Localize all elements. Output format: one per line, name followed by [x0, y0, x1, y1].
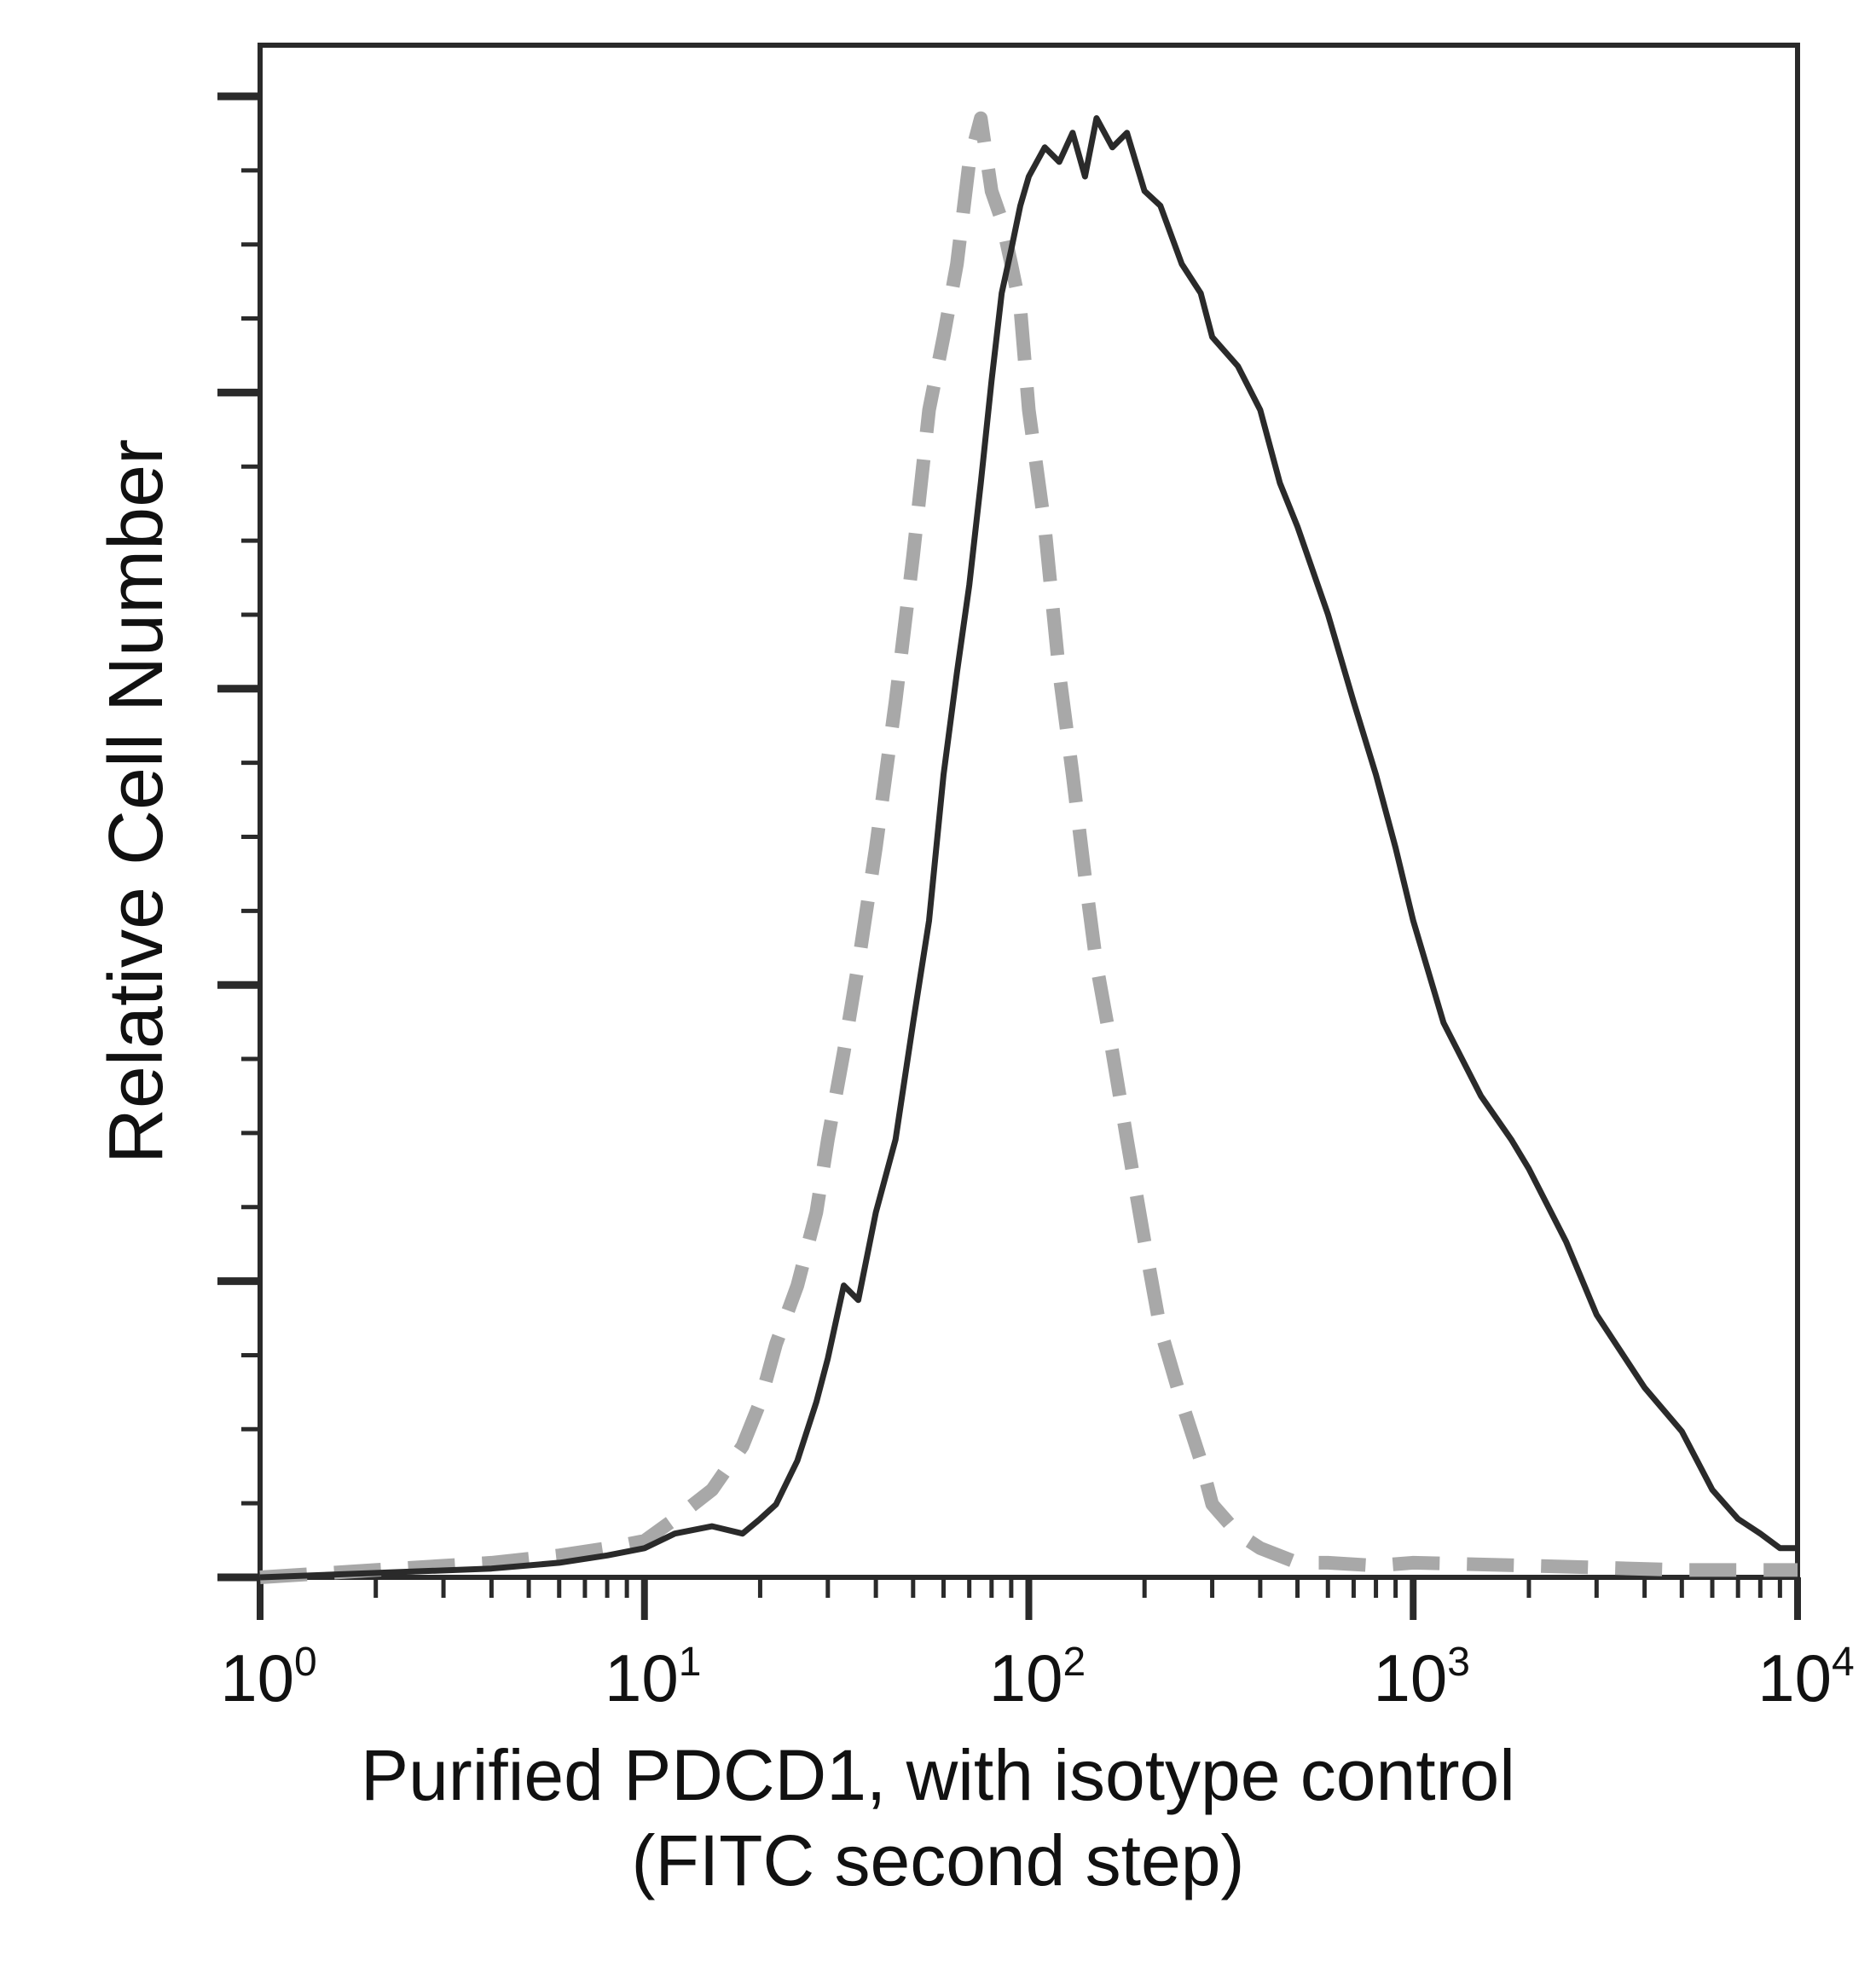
x-tick-exponent: 1 [679, 1640, 702, 1685]
x-tick-base: 10 [989, 1640, 1063, 1715]
pdcd1-series-line [259, 115, 1798, 1581]
x-tick-exponent: 0 [294, 1640, 317, 1685]
x-tick-base: 10 [1374, 1640, 1448, 1715]
x-tick-base: 10 [1757, 1640, 1832, 1715]
y-axis-label: Relative Cell Number [94, 438, 179, 1165]
x-tick-base: 10 [605, 1640, 679, 1715]
isotype-control-series-line [259, 111, 1798, 1584]
x-tick-label: 101 [605, 1640, 701, 1715]
x-tick-label: 100 [220, 1640, 316, 1715]
x-tick-exponent: 4 [1832, 1640, 1855, 1685]
x-axis-label-line-2: (FITC second step) [631, 1820, 1245, 1900]
x-tick-label: 102 [989, 1640, 1086, 1715]
x-tick-label: 103 [1374, 1640, 1470, 1715]
x-tick-label: 104 [1757, 1640, 1854, 1715]
plot-frame [258, 43, 1800, 1580]
x-tick-exponent: 3 [1447, 1640, 1470, 1685]
x-axis-label-line-1: Purified PDCD1, with isotype control [361, 1735, 1515, 1815]
x-tick-base: 10 [220, 1640, 294, 1715]
x-tick-exponent: 2 [1063, 1640, 1086, 1685]
